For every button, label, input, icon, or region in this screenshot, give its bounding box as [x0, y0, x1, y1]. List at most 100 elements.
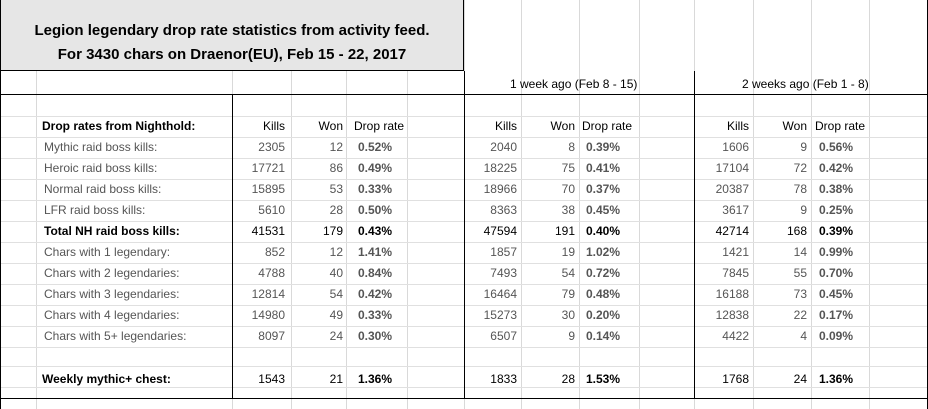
won-cell: 9: [568, 329, 575, 343]
won-cell: 14: [793, 245, 807, 259]
kills-cell: 8097: [258, 329, 285, 343]
drop-rate-cell: 0.20%: [586, 308, 621, 322]
kills-cell: 12814: [251, 287, 285, 301]
title-block: [0, 0, 464, 71]
won-cell: 55: [793, 266, 807, 280]
won-cell: 168: [786, 224, 807, 238]
won-header: Won: [318, 119, 343, 133]
divider: [464, 71, 465, 399]
grid-line: [346, 0, 347, 409]
drop-rate-cell: 0.39%: [586, 140, 621, 154]
kills-header: Kills: [726, 119, 749, 133]
grid-line: [291, 0, 292, 409]
drop-rate-cell: 0.43%: [358, 224, 393, 238]
kills-cell: 16188: [715, 287, 749, 301]
won-cell: 28: [561, 372, 575, 386]
won-cell: 70: [561, 182, 575, 196]
drop-rate-cell: 0.42%: [358, 287, 393, 301]
divider: [232, 94, 233, 399]
won-cell: 22: [793, 308, 807, 322]
won-cell: 12: [329, 245, 343, 259]
kills-cell: 16464: [483, 287, 517, 301]
grid-line: [811, 0, 812, 409]
won-header: Won: [782, 119, 807, 133]
kills-header: Kills: [262, 119, 285, 133]
won-cell: 54: [561, 266, 575, 280]
kills-cell: 2305: [258, 140, 285, 154]
won-cell: 53: [329, 182, 343, 196]
left-border: [0, 0, 1, 409]
drop-rate-cell: 0.70%: [819, 266, 854, 280]
won-cell: 28: [329, 203, 343, 217]
kills-cell: 7845: [722, 266, 749, 280]
kills-cell: 41531: [251, 224, 285, 238]
row-label: Total NH raid boss kills:: [44, 224, 180, 238]
kills-cell: 1833: [490, 372, 517, 386]
drop-rate-cell: 1.36%: [358, 372, 393, 386]
won-cell: 24: [329, 329, 343, 343]
drop-rate-cell: 0.30%: [358, 329, 393, 343]
kills-cell: 852: [264, 245, 285, 259]
won-cell: 79: [561, 287, 575, 301]
drop-rate-cell: 1.36%: [819, 372, 854, 386]
drop-rate-cell: 0.37%: [586, 182, 621, 196]
kills-cell: 20387: [715, 182, 749, 196]
won-cell: 9: [800, 203, 807, 217]
drop-rate-cell: 0.09%: [819, 329, 854, 343]
row-label: Chars with 4 legendaries:: [44, 308, 180, 322]
kills-cell: 4422: [722, 329, 749, 343]
row-label: Chars with 5+ legendaries:: [44, 329, 187, 343]
kills-cell: 6507: [490, 329, 517, 343]
drop-rate-cell: 0.52%: [358, 140, 393, 154]
row-label: Normal raid boss kills:: [44, 182, 162, 196]
won-cell: 73: [793, 287, 807, 301]
kills-cell: 1421: [722, 245, 749, 259]
drop-rate-cell: 0.49%: [358, 161, 393, 175]
row-label: Heroic raid boss kills:: [44, 161, 158, 175]
won-cell: 38: [561, 203, 575, 217]
kills-cell: 17721: [251, 161, 285, 175]
drop-rate-cell: 0.72%: [586, 266, 621, 280]
kills-cell: 4788: [258, 266, 285, 280]
kills-cell: 1768: [722, 372, 749, 386]
kills-cell: 2040: [490, 140, 517, 154]
kills-cell: 7493: [490, 266, 517, 280]
won-cell: 19: [561, 245, 575, 259]
won-cell: 30: [561, 308, 575, 322]
drop-rate-cell: 0.14%: [586, 329, 621, 343]
kills-cell: 1606: [722, 140, 749, 154]
kills-cell: 47594: [483, 224, 517, 238]
title-line-1: Legion legendary drop rate statistics fr…: [34, 22, 430, 39]
grid-line: [579, 0, 580, 409]
won-cell: 191: [554, 224, 575, 238]
drop-rate-header: Drop rate: [815, 119, 866, 133]
drop-rate-cell: 0.25%: [819, 203, 854, 217]
grid-line: [407, 0, 408, 409]
won-cell: 8: [568, 140, 575, 154]
won-cell: 78: [793, 182, 807, 196]
kills-cell: 1857: [490, 245, 517, 259]
won-cell: 21: [329, 372, 343, 386]
period-one-week: 1 week ago (Feb 8 - 15): [510, 77, 638, 91]
grid-line: [36, 0, 37, 409]
section-label: Drop rates from Nighthold:: [42, 119, 196, 133]
drop-rate-cell: 0.33%: [358, 308, 393, 322]
won-cell: 12: [329, 140, 343, 154]
won-cell: 9: [800, 140, 807, 154]
kills-cell: 18966: [483, 182, 517, 196]
drop-rate-cell: 0.45%: [819, 287, 854, 301]
grid-line: [753, 0, 754, 409]
drop-rate-cell: 0.99%: [819, 245, 854, 259]
kills-cell: 14980: [251, 308, 285, 322]
drop-rate-cell: 0.56%: [819, 140, 854, 154]
drop-rate-header: Drop rate: [354, 119, 405, 133]
row-label: Chars with 3 legendaries:: [44, 287, 180, 301]
divider: [694, 71, 695, 399]
drop-rate-cell: 1.41%: [358, 245, 393, 259]
won-cell: 4: [800, 329, 807, 343]
row-label: Chars with 2 legendaries:: [44, 266, 180, 280]
drop-rate-cell: 0.39%: [819, 224, 854, 238]
won-cell: 179: [322, 224, 343, 238]
kills-cell: 15273: [483, 308, 517, 322]
won-cell: 72: [793, 161, 807, 175]
